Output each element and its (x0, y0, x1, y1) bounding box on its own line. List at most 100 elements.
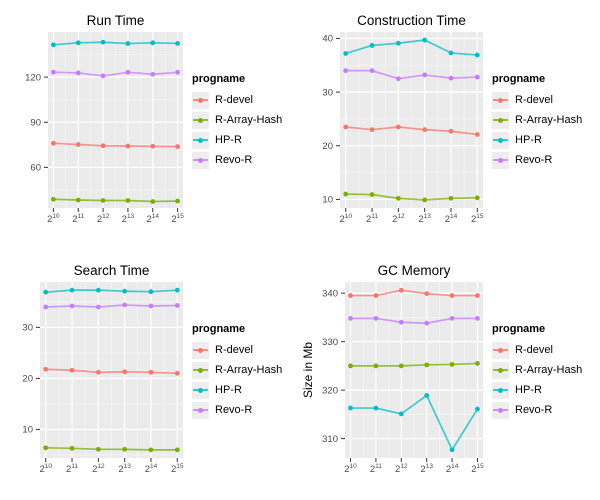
legend-label: R-devel (215, 94, 253, 106)
svg-text:213: 213 (420, 463, 433, 475)
legend-item-r-array-hash: R-Array-Hash (192, 360, 282, 380)
legend-item-r-devel: R-devel (492, 90, 582, 110)
svg-text:214: 214 (445, 213, 458, 225)
legend-label: R-devel (515, 344, 553, 356)
chart-cell-construction-time: Construction Time 10 20 30 40 210 211 212 213 21… (300, 0, 600, 250)
svg-text:60: 60 (30, 163, 41, 174)
legend-key-icon (192, 341, 209, 359)
svg-text:90: 90 (30, 117, 41, 128)
legend-key-icon (492, 401, 509, 419)
legend-run-time: progname R-devel R-Array-Hash HP-R Revo-R (192, 73, 282, 170)
legend-item-r-devel: R-devel (192, 340, 282, 360)
legend-key-icon (492, 131, 509, 149)
legend-key-icon (192, 131, 209, 149)
legend-item-revo-r: Revo-R (192, 150, 282, 170)
svg-text:211: 211 (66, 463, 78, 475)
legend-item-revo-r: Revo-R (192, 400, 282, 420)
legend-key-icon (492, 361, 509, 379)
legend-search-time: progname R-devel R-Array-Hash HP-R Revo-R (192, 323, 282, 420)
svg-text:310: 310 (322, 434, 338, 445)
legend-item-r-array-hash: R-Array-Hash (492, 360, 582, 380)
legend-label: R-devel (215, 344, 253, 356)
svg-text:211: 211 (72, 213, 84, 225)
svg-text:340: 340 (322, 288, 338, 299)
chart-cell-gc-memory: GC Memory 310 320 330 340 210 211 212 213 214 215… (300, 250, 600, 500)
search-time-plot: 10 20 30 210 211 212 213 214 215 (22, 282, 184, 475)
legend-item-r-array-hash: R-Array-Hash (492, 110, 582, 130)
legend-key-icon (492, 151, 509, 169)
legend-label: R-Array-Hash (515, 114, 583, 126)
svg-text:215: 215 (471, 463, 484, 475)
legend-label: R-devel (515, 94, 553, 106)
legend-label: R-Array-Hash (215, 364, 283, 376)
svg-text:20: 20 (322, 141, 333, 152)
svg-text:211: 211 (366, 213, 378, 225)
svg-text:215: 215 (171, 213, 184, 225)
legend-label: HP-R (215, 384, 242, 396)
legend-key-icon (192, 361, 209, 379)
y-axis-title: Size in Mb (301, 342, 315, 398)
legend-label: Revo-R (515, 154, 553, 166)
chart-title-construction-time: Construction Time (357, 13, 466, 28)
legend-key-icon (492, 111, 509, 129)
legend-key-icon (492, 381, 509, 399)
legend-key-icon (192, 401, 209, 419)
svg-text:213: 213 (118, 463, 131, 475)
svg-text:40: 40 (322, 34, 333, 45)
svg-text:10: 10 (322, 195, 333, 206)
svg-text:210: 210 (47, 213, 60, 225)
legend-title: progname (192, 73, 246, 85)
legend-item-revo-r: Revo-R (492, 400, 582, 420)
svg-text:10: 10 (22, 425, 33, 436)
svg-text:211: 211 (370, 463, 382, 475)
svg-text:213: 213 (418, 213, 431, 225)
legend-key-icon (192, 381, 209, 399)
legend-label: Revo-R (215, 154, 253, 166)
svg-text:212: 212 (392, 213, 405, 225)
svg-text:214: 214 (446, 463, 459, 475)
legend-key-icon (492, 91, 509, 109)
construction-time-plot: 10 20 30 40 210 211 212 213 214 215 (322, 32, 484, 225)
svg-text:30: 30 (322, 87, 333, 98)
legend-item-r-devel: R-devel (192, 90, 282, 110)
svg-text:214: 214 (146, 213, 159, 225)
legend-label: R-Array-Hash (515, 364, 583, 376)
legend-key-icon (192, 91, 209, 109)
legend-construction-time: progname R-devel R-Array-Hash HP-R Revo-R (492, 73, 582, 170)
legend-item-hp-r: HP-R (492, 380, 582, 400)
svg-text:320: 320 (322, 385, 338, 396)
legend-item-hp-r: HP-R (492, 130, 582, 150)
svg-text:210: 210 (39, 463, 52, 475)
legend-item-revo-r: Revo-R (492, 150, 582, 170)
gc-memory-plot: 310 320 330 340 210 211 212 213 214 215 Size in Mb (301, 282, 484, 475)
svg-text:330: 330 (322, 337, 338, 348)
svg-text:210: 210 (339, 213, 352, 225)
legend-title: progname (192, 323, 246, 335)
chart-title-gc-memory: GC Memory (377, 263, 451, 278)
legend-title: progname (492, 323, 546, 335)
legend-title: progname (492, 73, 546, 85)
legend-key-icon (192, 151, 209, 169)
legend-gc-memory: progname R-devel R-Array-Hash HP-R Revo-R (492, 323, 582, 420)
svg-text:212: 212 (97, 213, 110, 225)
svg-text:214: 214 (145, 463, 158, 475)
legend-item-hp-r: HP-R (192, 380, 282, 400)
legend-item-hp-r: HP-R (192, 130, 282, 150)
legend-key-icon (192, 111, 209, 129)
legend-key-icon (492, 341, 509, 359)
chart-cell-run-time: Run Time 60 90 120 210 211 212 213 214 215 progn… (0, 0, 300, 250)
legend-label: HP-R (515, 384, 542, 396)
run-time-plot: 60 90 120 210 211 212 213 214 215 (25, 32, 184, 225)
legend-label: R-Array-Hash (215, 114, 283, 126)
svg-text:215: 215 (471, 213, 484, 225)
svg-text:20: 20 (22, 374, 33, 385)
svg-text:215: 215 (171, 463, 184, 475)
legend-label: HP-R (215, 134, 242, 146)
chart-cell-search-time: Search Time 10 20 30 210 211 212 213 214 215 pro… (0, 250, 300, 500)
legend-label: HP-R (515, 134, 542, 146)
chart-title-run-time: Run Time (86, 13, 145, 28)
svg-text:213: 213 (122, 213, 135, 225)
chart-title-search-time: Search Time (73, 263, 150, 278)
legend-label: Revo-R (515, 404, 553, 416)
